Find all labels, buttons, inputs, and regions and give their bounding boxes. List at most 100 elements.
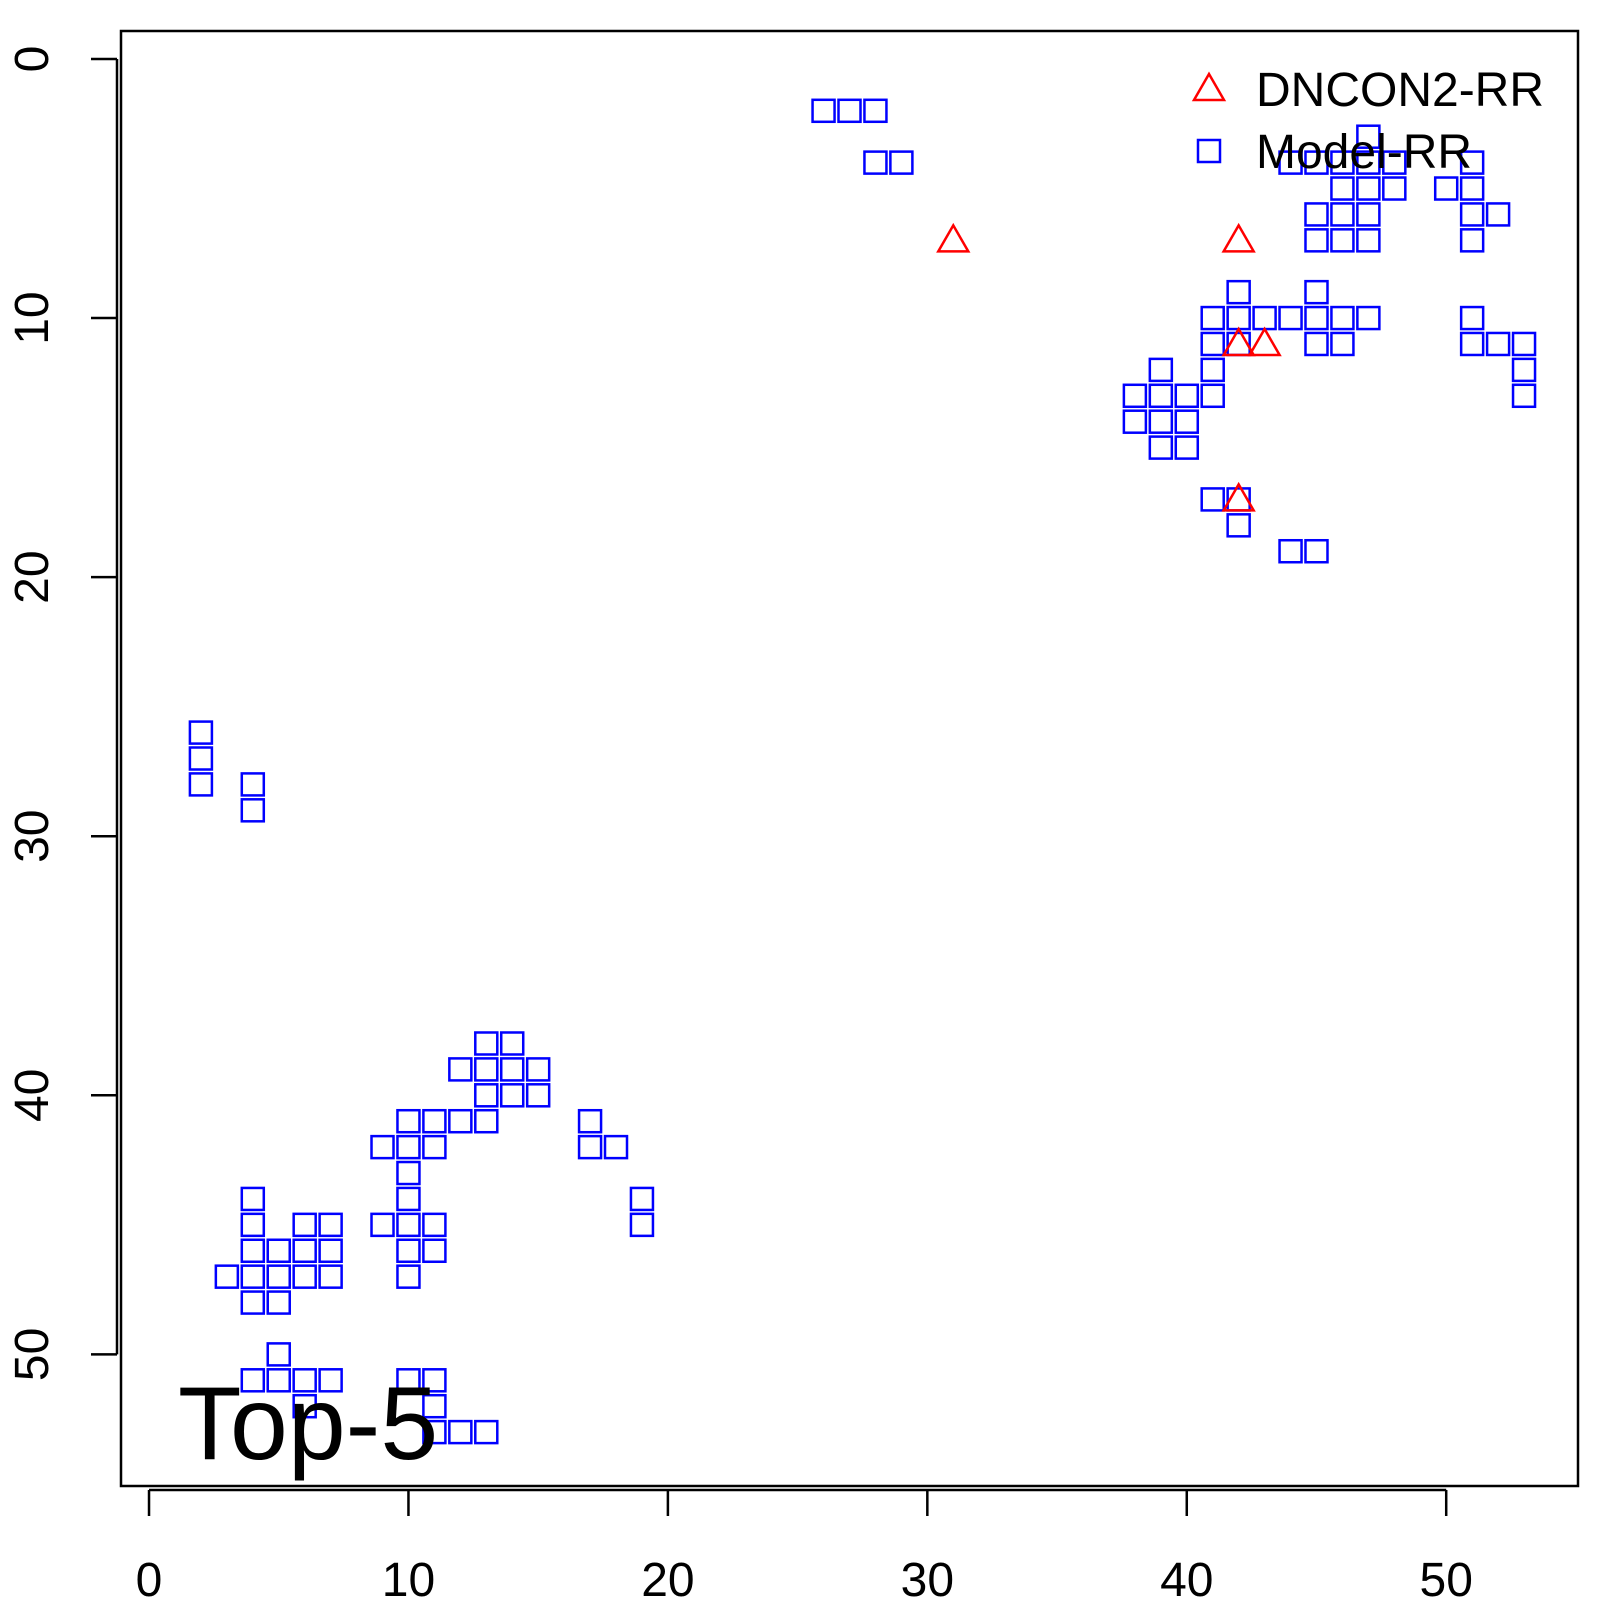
x-tick-label: 20 — [641, 1554, 694, 1600]
square-point — [1304, 538, 1329, 564]
square-point — [1304, 305, 1329, 331]
square-point — [1148, 357, 1174, 383]
square-point — [396, 1186, 421, 1212]
square-point — [1200, 357, 1225, 383]
square-point — [292, 1264, 317, 1289]
square-point — [577, 1108, 603, 1134]
triangle-point — [936, 222, 971, 253]
legend-label: DNCON2-RR — [1256, 64, 1544, 117]
legend-triangle-icon — [1191, 71, 1227, 102]
square-point — [422, 1108, 447, 1134]
square-point — [1122, 383, 1148, 409]
square-point — [1330, 176, 1355, 201]
square-point — [1356, 176, 1381, 201]
square-point — [1148, 383, 1174, 409]
square-point — [525, 1083, 551, 1108]
square-point — [499, 1031, 525, 1056]
square-point — [1330, 150, 1355, 175]
square-point — [240, 798, 266, 823]
square-point — [318, 1212, 343, 1238]
square-point — [1174, 435, 1200, 460]
square-point — [1382, 176, 1407, 201]
square-point — [1278, 538, 1303, 564]
square-point — [292, 1368, 317, 1393]
square-point — [837, 98, 862, 124]
y-tick-label: 50 — [6, 1328, 59, 1381]
y-tick-label: 40 — [6, 1069, 59, 1122]
square-point — [1226, 513, 1251, 538]
square-point — [1226, 305, 1251, 331]
square-point — [1330, 331, 1355, 357]
square-point — [1200, 305, 1225, 331]
square-point — [1304, 331, 1329, 357]
square-point — [422, 1393, 447, 1419]
square-point — [318, 1264, 343, 1289]
square-point — [863, 98, 888, 124]
square-point — [1356, 124, 1381, 149]
square-point — [1304, 202, 1329, 227]
square-point — [577, 1134, 603, 1160]
square-point — [1459, 202, 1485, 227]
square-point — [422, 1238, 447, 1264]
square-point — [1200, 331, 1225, 357]
square-point — [474, 1419, 499, 1445]
plot-frame — [119, 29, 1580, 1488]
square-point — [188, 720, 214, 745]
square-point — [1356, 305, 1381, 331]
square-point — [266, 1342, 291, 1367]
square-point — [422, 1419, 447, 1445]
square-point — [1122, 409, 1148, 434]
triangle-point — [1221, 222, 1256, 253]
square-point — [1304, 150, 1329, 175]
annotation-label: Top-5 — [178, 1366, 438, 1482]
square-point — [396, 1368, 421, 1393]
x-tick-label: 40 — [1160, 1554, 1213, 1600]
square-point — [1148, 409, 1174, 434]
legend: DNCON2-RR Model-RR — [1191, 64, 1544, 179]
square-point — [1356, 150, 1381, 175]
square-point — [240, 1212, 266, 1238]
square-point — [448, 1108, 473, 1134]
square-point — [240, 1238, 266, 1264]
square-point — [1511, 357, 1537, 383]
square-point — [1459, 150, 1485, 175]
x-tick-label: 10 — [382, 1554, 435, 1600]
square-point — [318, 1238, 343, 1264]
triangle-point — [1221, 326, 1256, 357]
axes: 0 10 20 30 40 50 0 10 20 30 40 50 — [6, 46, 1473, 1600]
y-tick-label: 20 — [6, 550, 59, 603]
square-point — [474, 1108, 499, 1134]
square-point — [240, 1264, 266, 1289]
triangle-point — [1221, 481, 1256, 512]
legend-label: Model-RR — [1256, 126, 1472, 179]
square-point — [1459, 331, 1485, 357]
square-point — [240, 1368, 266, 1393]
square-point — [422, 1212, 447, 1238]
square-point — [396, 1264, 421, 1289]
square-point — [396, 1238, 421, 1264]
square-point — [474, 1083, 499, 1108]
square-point — [370, 1212, 395, 1238]
triangle-point — [1247, 326, 1282, 357]
square-point — [889, 150, 914, 175]
square-point — [1433, 176, 1459, 201]
y-tick-label: 30 — [6, 810, 59, 863]
square-point — [266, 1290, 291, 1315]
square-point — [1330, 202, 1355, 227]
square-point — [1382, 150, 1407, 175]
square-point — [1174, 409, 1200, 434]
square-point — [214, 1264, 240, 1289]
square-point — [1304, 228, 1329, 253]
square-point — [448, 1057, 473, 1082]
legend-square-icon — [1196, 138, 1222, 164]
square-point — [240, 1290, 266, 1315]
square-point — [629, 1212, 655, 1238]
square-point — [396, 1212, 421, 1238]
square-point — [1485, 331, 1511, 357]
square-point — [474, 1031, 499, 1056]
square-point — [1200, 383, 1225, 409]
square-point — [1330, 305, 1355, 331]
square-point — [603, 1134, 629, 1160]
square-point — [266, 1238, 291, 1264]
